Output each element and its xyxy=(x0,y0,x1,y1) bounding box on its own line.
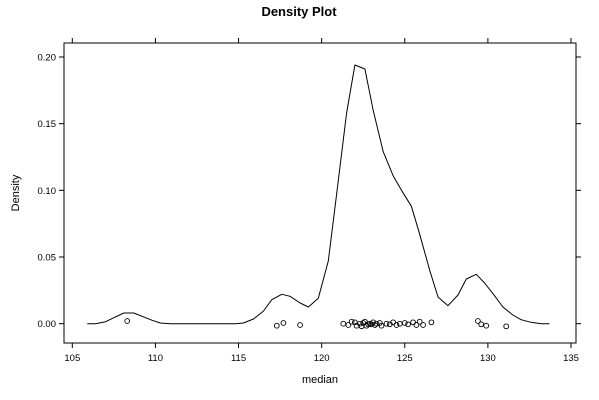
data-point xyxy=(475,318,481,324)
density-curve xyxy=(87,64,550,325)
x-tick-label: 115 xyxy=(231,353,246,364)
y-tick-label: 0.10 xyxy=(38,186,57,197)
y-axis-label: Density xyxy=(10,174,22,211)
axis-ticks: 105 110 115 120 125 130 135 0.00 0.05 0.10 0.15 0.2… xyxy=(38,38,581,364)
data-point xyxy=(383,320,390,327)
data-point xyxy=(352,319,358,326)
data-point xyxy=(483,322,490,329)
data-point xyxy=(503,323,510,330)
data-point xyxy=(428,319,435,326)
data-point xyxy=(416,318,423,325)
data-point xyxy=(124,318,131,324)
data-point xyxy=(345,322,352,328)
data-point xyxy=(273,322,280,329)
data-point xyxy=(413,322,420,328)
data-point xyxy=(393,322,400,328)
data-point xyxy=(410,319,416,326)
data-point xyxy=(401,320,408,326)
plot-area xyxy=(87,64,550,330)
x-axis-label: median xyxy=(302,374,338,386)
data-point xyxy=(478,321,485,328)
plot-frame xyxy=(63,42,577,344)
data-point xyxy=(420,322,426,328)
x-tick-label: 120 xyxy=(314,353,330,364)
y-tick-label: 0.00 xyxy=(38,319,57,330)
data-point xyxy=(340,320,347,327)
data-point xyxy=(297,322,303,328)
x-tick-label: 135 xyxy=(563,353,579,364)
data-point xyxy=(373,320,380,327)
data-point xyxy=(348,318,355,325)
x-tick-label: 110 xyxy=(148,353,163,364)
y-tick-label: 0.20 xyxy=(38,53,57,64)
x-tick-label: 130 xyxy=(480,353,496,364)
chart-title: Density Plot xyxy=(261,4,337,19)
data-point xyxy=(280,320,287,326)
data-point xyxy=(405,321,411,328)
y-tick-label: 0.05 xyxy=(38,253,57,264)
x-tick-label: 105 xyxy=(64,353,80,364)
data-point xyxy=(372,322,378,328)
data-point xyxy=(378,322,385,329)
x-tick-label: 125 xyxy=(397,353,413,364)
data-point xyxy=(390,319,396,326)
y-tick-label: 0.15 xyxy=(38,119,57,130)
